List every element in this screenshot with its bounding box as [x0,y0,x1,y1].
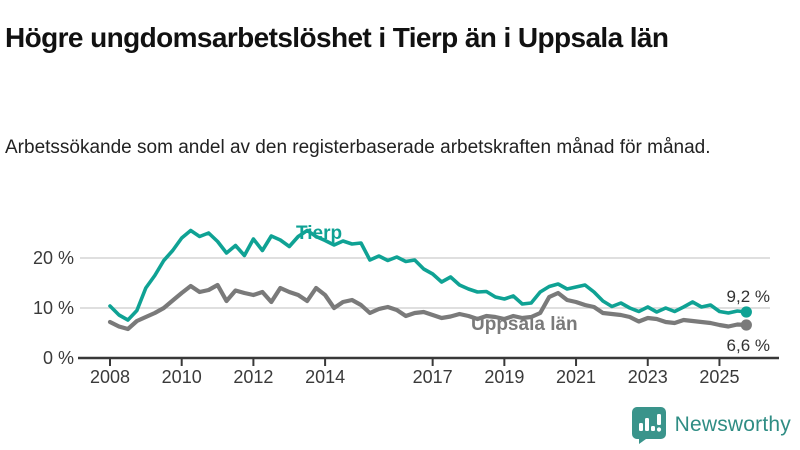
x-tick-label: 2014 [305,367,345,387]
chart-canvas: 0 % 10 % 20 % 2008 2010 2012 2014 2017 2019 2021 2… [33,223,779,387]
uppsala-line [107,282,749,332]
tierp-value-label: 9,2 % [727,287,770,306]
page-title: Högre ungdomsarbetslöshet i Tierp än i U… [5,21,669,53]
x-tick-label: 2012 [233,367,273,387]
y-tick-label: 0 % [43,348,74,368]
uppsala-end-dot [740,319,752,331]
tierp-series-label: Tierp [296,223,342,244]
x-axis: 0 % 10 % 20 % 2008 2010 2012 2014 2017 2019 2021 2… [33,248,779,387]
uppsala-series-label: Uppsala län [471,314,578,335]
x-tick-label: 2025 [699,367,739,387]
x-tick-label: 2017 [413,367,453,387]
newsworthy-chart-bubble-icon [631,407,666,444]
chart-subtitle: Arbetssökande som andel av den registerb… [5,137,711,158]
y-tick-label: 10 % [33,298,74,318]
y-tick-label: 20 % [33,248,74,268]
data-series [107,228,752,332]
x-tick-label: 2019 [484,367,524,387]
brand-footer: Newsworthy [631,407,791,444]
x-tick-label: 2023 [628,367,668,387]
x-tick-label: 2021 [556,367,596,387]
chart-labels: Uppsala län 6,6 % Tierp 9,2 % [296,223,770,355]
uppsala-value-label: 6,6 % [727,336,770,355]
tierp-line [108,228,749,322]
tierp-end-dot [740,306,752,318]
x-tick-label: 2008 [90,367,130,387]
line-chart: 0 % 10 % 20 % 2008 2010 2012 2014 2017 2019 2021 2… [0,192,800,404]
brand-name: Newsworthy [674,413,791,436]
x-tick-label: 2010 [162,367,202,387]
gridlines [80,257,770,309]
